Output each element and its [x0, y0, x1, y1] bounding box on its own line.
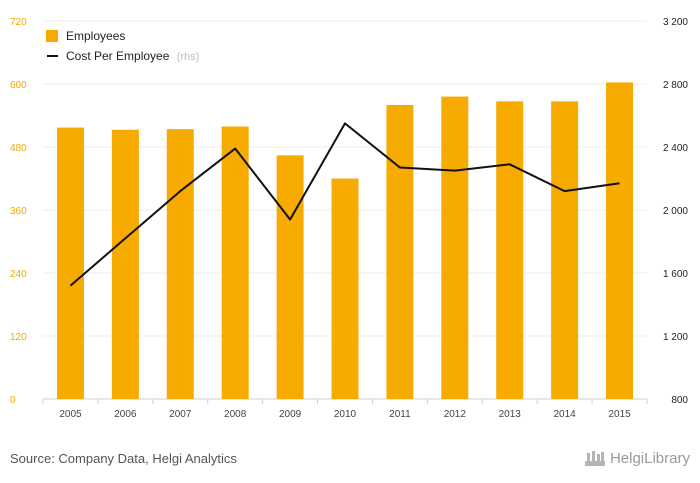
x-tick-label: 2005 [59, 409, 82, 420]
library-icon [584, 451, 605, 466]
left-tick-label: 720 [10, 17, 27, 28]
x-tick-label: 2013 [499, 409, 522, 420]
bar-employees [496, 101, 524, 399]
left-axis-ticks: 0 120 240 360 480 600 720 [10, 17, 27, 406]
legend-label-cost-name: Cost Per Employee [66, 49, 170, 63]
left-tick-label: 600 [10, 80, 27, 91]
bar-employees [386, 105, 414, 399]
bar-employees [166, 129, 194, 399]
source-note: Source: Company Data, Helgi Analytics [10, 451, 237, 466]
bar-employees [606, 82, 634, 400]
x-tick-label: 2012 [444, 409, 467, 420]
right-tick-label: 2 000 [663, 206, 688, 217]
right-tick-label: 3 200 [663, 17, 688, 28]
bar-series-employees [56, 82, 634, 400]
brand-logo[interactable]: HelgiLibrary [584, 449, 690, 467]
left-tick-label: 240 [10, 269, 27, 280]
x-tick-label: 2008 [224, 409, 247, 420]
x-tick-label: 2007 [169, 409, 192, 420]
line-series-cost-per-employee [69, 122, 620, 287]
legend: Employees Cost Per Employee (rhs) [46, 29, 199, 63]
right-tick-label: 2 800 [663, 80, 688, 91]
right-axis-ticks: 800 1 200 1 600 2 000 2 400 2 800 3 200 [663, 17, 688, 406]
x-tick-label: 2011 [389, 409, 411, 420]
x-axis: 2005 2006 2007 2008 2009 2010 2011 2012 2013 2014… [42, 399, 648, 420]
legend-swatch-employees [46, 30, 58, 42]
right-tick-label: 1 200 [663, 332, 688, 343]
x-tick-label: 2014 [554, 409, 577, 420]
left-tick-label: 480 [10, 143, 27, 154]
bar-employees [221, 126, 249, 400]
right-tick-label: 2 400 [663, 143, 688, 154]
x-tick-label: 2010 [334, 409, 357, 420]
bar-employees [331, 178, 359, 399]
bar-employees [276, 155, 304, 399]
x-tick-label: 2006 [114, 409, 137, 420]
x-tick-label: 2009 [279, 409, 302, 420]
chart: 0 120 240 360 480 600 720 800 1 200 1 600 2 000 2 … [10, 17, 688, 420]
bar-employees [56, 127, 84, 399]
left-tick-label: 0 [10, 395, 16, 406]
x-tick-label: 2015 [608, 409, 631, 420]
bar-employees [111, 129, 139, 400]
legend-label-cost-per-employee: Cost Per Employee (rhs) [66, 49, 199, 63]
left-tick-label: 360 [10, 206, 27, 217]
legend-label-employees: Employees [66, 29, 125, 43]
brand-name: HelgiLibrary [609, 449, 690, 467]
line-cost-per-employee [69, 122, 620, 287]
left-tick-label: 120 [10, 332, 27, 343]
right-tick-label: 800 [671, 395, 688, 406]
legend-label-rhs: (rhs) [177, 51, 200, 63]
bar-employees [551, 101, 579, 399]
right-tick-label: 1 600 [663, 269, 688, 280]
bar-employees [441, 96, 469, 399]
